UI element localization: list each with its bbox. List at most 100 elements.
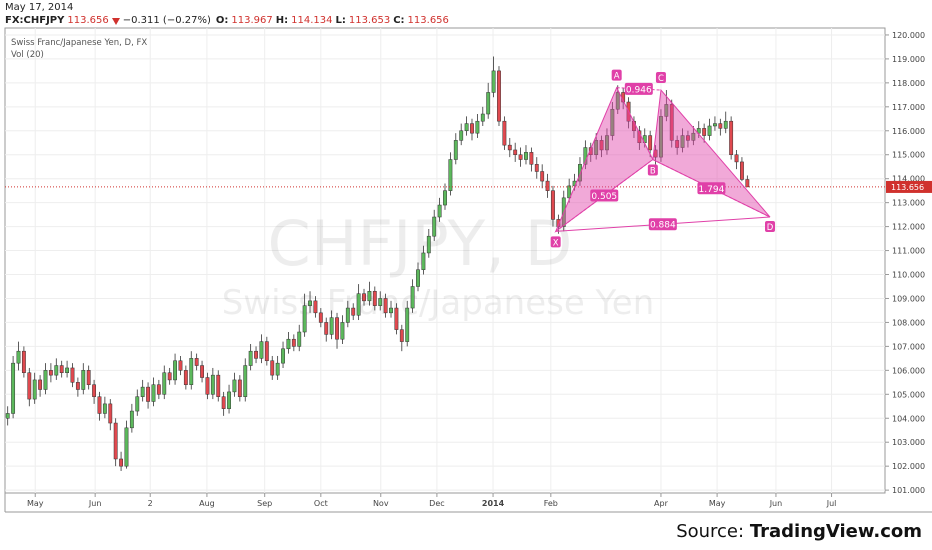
plot-frame [4,27,886,494]
candle-body [270,360,275,376]
candle-body [605,135,609,151]
x-tick-label: Dec [429,499,444,508]
candle-body [124,427,129,467]
candle-body [691,132,696,141]
candle-body [11,362,16,414]
ratio-label: 0.505 [591,192,617,202]
ohlc-l-key: L: [335,15,346,26]
x-tick-label: Jun [769,499,783,508]
candle-body [340,322,345,340]
x-tick-label: Oct [314,499,328,508]
symbol: FX:CHFJPY [5,15,65,26]
candle-body [729,120,734,155]
candle-body [183,370,188,385]
candle-body [108,403,113,424]
candle-body [416,269,420,287]
y-tick-label: 117.000 [892,103,925,112]
candle-body [686,135,690,141]
x-tick-label: Jun [88,499,102,508]
last-price: 113.656 [67,15,109,26]
candle-body [97,396,102,414]
y-tick-label: 115.000 [892,151,925,160]
candle-body [324,322,329,335]
candle-body [615,92,620,110]
candle-body [389,307,393,314]
source-name: TradingView.com [749,521,922,542]
candle-body [718,123,723,129]
ratio-label: 0.946 [626,85,652,95]
candle-body [54,365,59,376]
y-tick-label: 112.000 [892,223,925,232]
candle-body [281,348,285,364]
point-label: C [658,74,664,84]
candle-body [59,365,64,373]
candle-body [696,128,701,134]
candle-body [329,317,334,335]
candle-body [302,305,307,333]
candle-body [81,370,86,390]
candle-body [221,396,226,409]
candle-body [578,164,582,182]
y-tick-label: 116.000 [892,127,925,136]
date: May 17, 2014 [5,2,74,13]
y-tick-label: 118.000 [892,79,925,88]
candle-body [129,410,134,429]
candle-body [313,300,318,314]
candle-body [286,338,291,350]
candle-body [540,171,545,182]
ohlc-h: 114.134 [291,15,333,26]
candle-body [156,384,161,395]
point-label: A [614,72,620,82]
x-tick-label: 2014 [482,499,505,508]
candle-body [351,307,356,316]
candle-body [335,317,339,340]
candle-body [464,123,469,132]
candle-body [426,235,431,254]
candle-body [680,135,685,148]
candle-body [470,123,474,134]
ratio-box [697,182,726,195]
y-tick-label: 114.000 [892,175,925,184]
y-tick-label: 106.000 [892,366,925,375]
candle-body [92,384,97,397]
candle-body [513,149,518,155]
down-arrow [111,17,120,25]
change: −0.311 (−0.27%) [122,15,211,26]
candle-body [745,179,750,188]
candle-body [524,152,528,160]
candle-body [140,386,145,397]
watermark: CHFJPY, D [268,207,573,280]
point-box [765,221,776,233]
candles [5,56,750,471]
candle-body [75,382,80,390]
candle-body [356,293,361,316]
source-prefix: Source: [676,521,745,542]
candle-body [599,140,604,151]
candle-body [86,370,91,385]
candle-body [227,391,231,409]
candle-body [38,379,43,390]
ohlc-o: 113.967 [231,15,273,26]
candle-body [345,307,350,323]
candle-body [399,329,404,342]
candle-body [367,291,372,302]
candle-body [210,374,215,395]
candle-body [27,372,32,400]
candle-body [291,338,296,347]
candle-body [723,120,728,129]
candle-body [119,458,123,467]
y-tick-label: 111.000 [892,247,925,256]
candle-body [507,144,512,151]
last-price-label: 113.656 [891,183,924,192]
x-tick-label: Feb [544,499,558,508]
candle-body [443,190,447,206]
candle-body [5,413,10,419]
source: Source: TradingView.com [676,521,922,542]
candle-body [734,154,739,163]
candle-body [378,298,383,306]
x-tick-label: Sep [257,499,272,508]
watermark: Swiss Franc/Japanese Yen [222,283,655,323]
legend-entry: Vol (20) [11,50,44,60]
candle-body [216,374,221,397]
candle-body [232,379,237,393]
